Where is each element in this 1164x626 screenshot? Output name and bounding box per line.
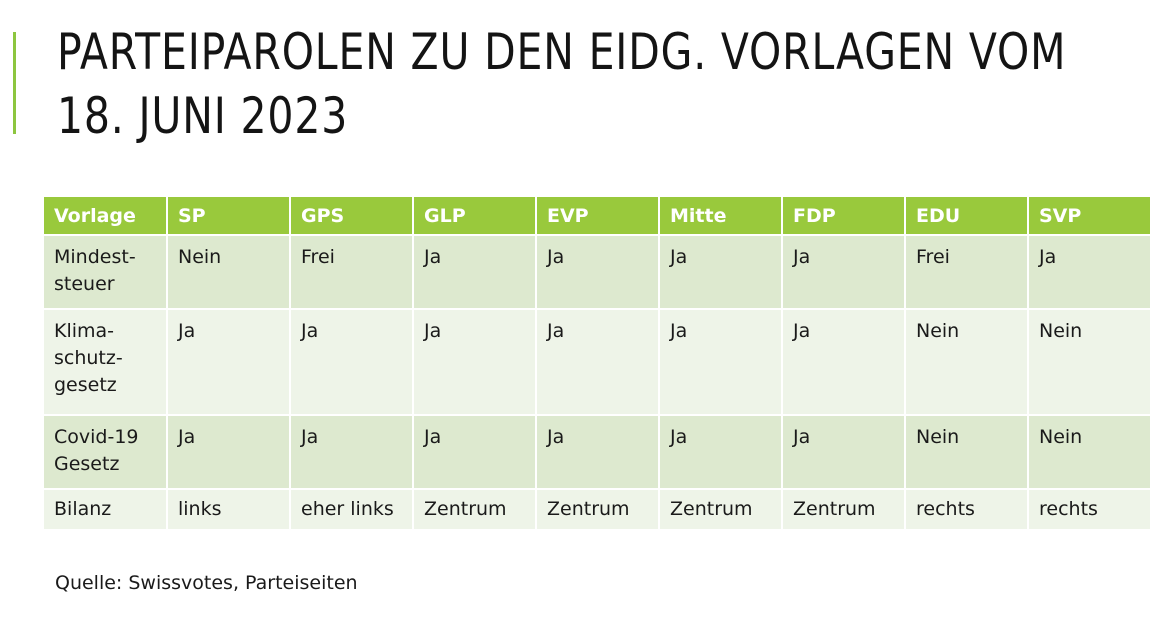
- parole-value: Nein: [916, 320, 960, 342]
- parole-value: Ja: [1039, 246, 1057, 268]
- table-header-row: Vorlage SP GPS GLP EVP Mitte FDP EDU SVP: [44, 197, 1150, 234]
- parole-value: Frei: [301, 246, 335, 268]
- table-row-bilanz: Bilanz links eher links Zentrum Zentrum …: [44, 490, 1150, 529]
- bilanz-value: Zentrum: [793, 498, 876, 520]
- bilanz-value: rechts: [1039, 498, 1098, 520]
- party-slogans-table: Vorlage SP GPS GLP EVP Mitte FDP EDU SVP…: [42, 195, 1152, 531]
- bilanz-cell-svp: rechts: [1029, 490, 1150, 529]
- parole-cell-gps: Ja: [291, 310, 412, 414]
- parole-cell-gps: Frei: [291, 236, 412, 308]
- parole-value: Nein: [916, 426, 960, 448]
- parole-cell-svp: Nein: [1029, 310, 1150, 414]
- bilanz-value: Zentrum: [670, 498, 753, 520]
- bilanz-value: rechts: [916, 498, 975, 520]
- header-evp: EVP: [537, 197, 658, 234]
- parole-cell-sp: Nein: [168, 236, 289, 308]
- table-row-klimaschutzgesetz: Klima- schutz- gesetz Ja Ja Ja Ja Ja Ja …: [44, 310, 1150, 414]
- bilanz-value: Zentrum: [424, 498, 507, 520]
- parole-value: Nein: [1039, 320, 1083, 342]
- parole-value: Ja: [301, 426, 319, 448]
- parole-value: Ja: [670, 426, 688, 448]
- bilanz-cell-evp: Zentrum: [537, 490, 658, 529]
- parole-cell-gps: Ja: [291, 416, 412, 488]
- table-row-mindeststeuer: Mindest- steuer Nein Frei Ja Ja Ja Ja Fr…: [44, 236, 1150, 308]
- vorlage-cell: Bilanz: [44, 490, 166, 529]
- parole-value: Nein: [178, 246, 222, 268]
- parole-cell-svp: Nein: [1029, 416, 1150, 488]
- parole-value: Ja: [547, 246, 565, 268]
- vorlage-line: Bilanz: [54, 498, 112, 520]
- page-title: PARTEIPAROLEN ZU DEN EIDG. VORLAGEN VOM …: [57, 20, 1067, 148]
- bilanz-value: links: [178, 498, 222, 520]
- parole-cell-sp: Ja: [168, 416, 289, 488]
- vorlage-cell: Covid-19 Gesetz: [44, 416, 166, 488]
- parole-value: Ja: [178, 426, 196, 448]
- parole-value: Ja: [424, 320, 442, 342]
- parole-cell-evp: Ja: [537, 416, 658, 488]
- bilanz-cell-edu: rechts: [906, 490, 1027, 529]
- title-accent-bar: [13, 32, 16, 134]
- bilanz-cell-fdp: Zentrum: [783, 490, 904, 529]
- vorlage-cell: Mindest- steuer: [44, 236, 166, 308]
- parole-cell-evp: Ja: [537, 236, 658, 308]
- vorlage-cell: Klima- schutz- gesetz: [44, 310, 166, 414]
- vorlage-line: Klima-: [54, 320, 115, 342]
- parole-value: Ja: [547, 320, 565, 342]
- parole-value: Ja: [424, 246, 442, 268]
- parole-cell-mitte: Ja: [660, 310, 781, 414]
- parole-cell-mitte: Ja: [660, 236, 781, 308]
- parole-value: Ja: [547, 426, 565, 448]
- parole-cell-glp: Ja: [414, 310, 535, 414]
- parole-value: Frei: [916, 246, 950, 268]
- table-row-covid19-gesetz: Covid-19 Gesetz Ja Ja Ja Ja Ja Ja Nein N…: [44, 416, 1150, 488]
- parole-cell-fdp: Ja: [783, 236, 904, 308]
- vorlage-line: Gesetz: [54, 453, 120, 475]
- vorlage-line: schutz-: [54, 347, 123, 369]
- parole-cell-edu: Nein: [906, 310, 1027, 414]
- bilanz-cell-mitte: Zentrum: [660, 490, 781, 529]
- header-svp: SVP: [1029, 197, 1150, 234]
- bilanz-cell-gps: eher links: [291, 490, 412, 529]
- parole-cell-glp: Ja: [414, 416, 535, 488]
- header-mitte: Mitte: [660, 197, 781, 234]
- parole-value: Ja: [793, 246, 811, 268]
- bilanz-value: eher links: [301, 498, 394, 520]
- vorlage-line: steuer: [54, 273, 115, 295]
- header-edu: EDU: [906, 197, 1027, 234]
- header-glp: GLP: [414, 197, 535, 234]
- parole-value: Ja: [301, 320, 319, 342]
- parole-cell-svp: Ja: [1029, 236, 1150, 308]
- page-title-line-2: 18. JUNI 2023: [57, 87, 349, 145]
- parole-cell-edu: Nein: [906, 416, 1027, 488]
- parole-cell-mitte: Ja: [660, 416, 781, 488]
- header-vorlage: Vorlage: [44, 197, 166, 234]
- page-title-line-1: PARTEIPAROLEN ZU DEN EIDG. VORLAGEN VOM: [57, 23, 1067, 81]
- parole-cell-glp: Ja: [414, 236, 535, 308]
- parole-cell-edu: Frei: [906, 236, 1027, 308]
- parole-cell-sp: Ja: [168, 310, 289, 414]
- parole-cell-evp: Ja: [537, 310, 658, 414]
- parole-value: Ja: [793, 426, 811, 448]
- vorlage-line: Covid-19: [54, 426, 139, 448]
- vorlage-line: gesetz: [54, 374, 117, 396]
- bilanz-cell-glp: Zentrum: [414, 490, 535, 529]
- parole-value: Ja: [178, 320, 196, 342]
- vorlage-line: Mindest-: [54, 246, 136, 268]
- bilanz-value: Zentrum: [547, 498, 630, 520]
- parole-cell-fdp: Ja: [783, 416, 904, 488]
- parole-value: Ja: [670, 320, 688, 342]
- header-fdp: FDP: [783, 197, 904, 234]
- source-note: Quelle: Swissvotes, Parteiseiten: [55, 572, 358, 594]
- parole-value: Ja: [670, 246, 688, 268]
- parole-cell-fdp: Ja: [783, 310, 904, 414]
- parole-value: Ja: [424, 426, 442, 448]
- parole-value: Ja: [793, 320, 811, 342]
- bilanz-cell-sp: links: [168, 490, 289, 529]
- header-sp: SP: [168, 197, 289, 234]
- parole-value: Nein: [1039, 426, 1083, 448]
- header-gps: GPS: [291, 197, 412, 234]
